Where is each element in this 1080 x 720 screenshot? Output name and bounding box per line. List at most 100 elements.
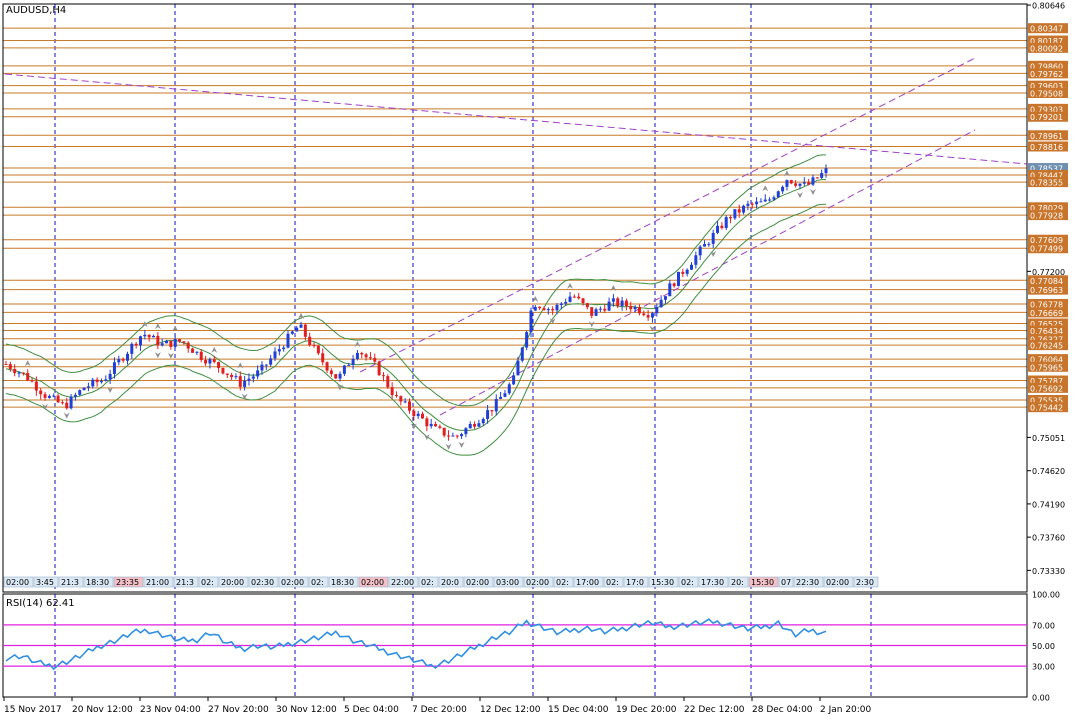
price-level-label: 0.80347 [1030,25,1063,34]
session-label: 17:30 [701,578,724,587]
candle-body [8,364,12,370]
candle-body [78,390,82,395]
session-box [198,576,219,588]
session-label: 21:3 [176,578,194,587]
session-label: 2:30 [856,578,874,587]
candle-body [381,375,385,377]
candle-body [47,395,51,398]
candle-body [277,349,281,352]
price-tick-label: 0.73760 [1032,534,1065,543]
candle-body [798,183,802,186]
fractal-down-arrow [588,321,595,328]
session-labels: 02:00 3:45 21:3 18:30 23:35 21:00 21:3 02: 20:00… [3,576,879,588]
candle-body [611,298,615,302]
candle-body [776,191,780,198]
candle-body [742,205,746,213]
rsi-line [5,618,827,671]
price-level-label: 0.78816 [1030,143,1063,152]
price-level-tag [1028,103,1068,114]
session-box [143,576,174,588]
candle-body [733,209,737,219]
candle-body [125,353,129,361]
candle-body [342,365,346,374]
session-label: 17:0 [626,578,644,587]
candle-body [629,306,633,310]
price-level-tag [1028,307,1068,318]
fractal-up-arrow [237,362,244,369]
price-level-tag [1028,394,1068,405]
price-level-label: 0.77928 [1030,212,1063,221]
fractal-down-arrow [42,403,49,410]
candle-body [95,379,99,383]
candle-body [746,203,750,206]
candle-body [598,308,602,310]
price-level-label: 0.77499 [1030,245,1063,254]
session-label: 03:00 [496,578,519,587]
session-box [3,576,34,588]
candle-body [251,376,255,379]
chart-title: AUDUSD,H4 [6,5,66,16]
price-level-label: 0.80092 [1030,44,1063,53]
rsi-tick-label: 0.00 [1032,694,1050,703]
session-label: 02:00 [281,578,304,587]
candle-body [43,394,47,398]
candle-body [594,309,598,316]
candle-body [755,201,759,205]
candle-body [143,334,147,337]
session-label: 21:3 [61,578,79,587]
candle-body [711,232,715,244]
price-level-label: 0.76064 [1030,356,1063,365]
candle-body [299,324,303,328]
rsi-tick-label: 100.00 [1032,591,1060,600]
fractal-up-arrow [532,296,539,303]
session-box [418,576,439,588]
fractal-up-arrow [298,312,305,319]
price-level-tag [1028,88,1068,99]
price-level-label: 0.79508 [1030,90,1063,99]
candle-body [672,283,676,287]
candle-body [603,308,607,311]
price-level-label: 0.77084 [1030,277,1063,286]
candle-body [655,307,659,314]
candle-body [338,373,342,379]
session-label: 02:00 [526,578,549,587]
price-level-label: 0.76778 [1030,300,1063,309]
candle-body [212,359,216,363]
candle-body [516,360,520,376]
candle-body [13,369,17,374]
session-label: 02:00 [466,578,489,587]
session-box [308,576,329,588]
session-box [648,576,679,588]
session-box [248,576,279,588]
session-box [278,576,309,588]
price-level-label: 0.79201 [1030,113,1063,122]
candle-body [69,396,73,409]
candle-body [555,304,559,311]
candle-body [468,423,472,429]
price-level-label: 0.78961 [1030,132,1063,141]
price-level-tag [1028,42,1068,53]
candle-body [269,358,273,365]
time-tick-label: 15 Dec 04:00 [548,705,609,715]
candle-body [694,255,698,265]
candle-body [26,372,30,381]
price-level-label: 0.78447 [1030,171,1063,180]
session-box [523,576,554,588]
fractal-up-arrow [762,185,769,192]
candle-body [499,396,503,399]
candle-body [152,335,156,338]
candle-body [17,372,21,374]
bollinger-bands [5,154,827,456]
session-box [853,576,879,588]
price-level-tag [1028,284,1068,295]
candle-body [303,324,307,337]
session-box [358,576,389,588]
session-box [328,576,359,588]
price-level-label: 0.78029 [1030,204,1063,213]
session-label: 02: [421,578,434,587]
candle-body [703,244,707,247]
price-level-tag [1028,60,1068,71]
candle-body [256,370,260,377]
price-level-tag [1028,275,1068,286]
